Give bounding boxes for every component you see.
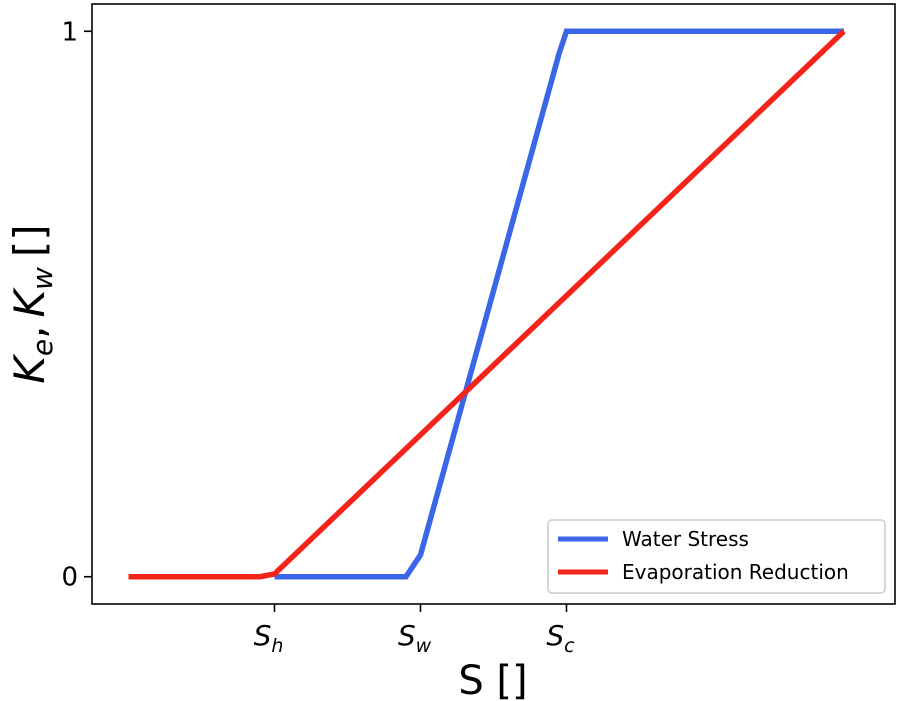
x-tick-label: Sw	[398, 619, 432, 657]
x-ticks: Sh Sw Sc	[254, 604, 575, 657]
plot-area	[91, 3, 896, 605]
series-line-evaporation-reduction	[128, 29, 846, 580]
y-tick-label: 0	[61, 563, 78, 593]
legend-box	[547, 519, 886, 594]
legend: Water Stress Evaporation Reduction	[547, 519, 886, 594]
legend-label-evaporation-reduction: Evaporation Reduction	[622, 560, 849, 584]
x-tick-label: Sh	[254, 619, 284, 657]
series-layer	[128, 28, 846, 580]
series-line-water-stress	[274, 28, 844, 580]
y-tick-label: 1	[61, 17, 78, 47]
legend-label-water-stress: Water Stress	[622, 527, 749, 551]
x-axis-label: S []	[458, 658, 527, 701]
y-axis-label: Ke,Kw[]	[5, 224, 59, 383]
x-tick-label: Sc	[546, 619, 575, 657]
y-ticks: 01	[61, 17, 92, 593]
